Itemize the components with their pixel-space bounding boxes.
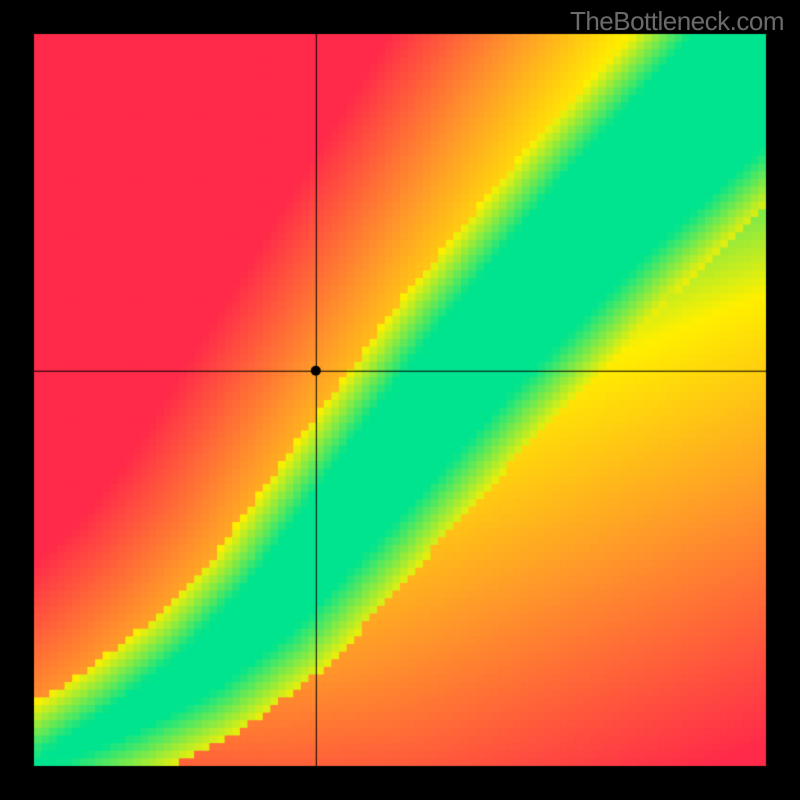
bottleneck-heatmap bbox=[0, 0, 800, 800]
watermark-text: TheBottleneck.com bbox=[570, 6, 784, 37]
